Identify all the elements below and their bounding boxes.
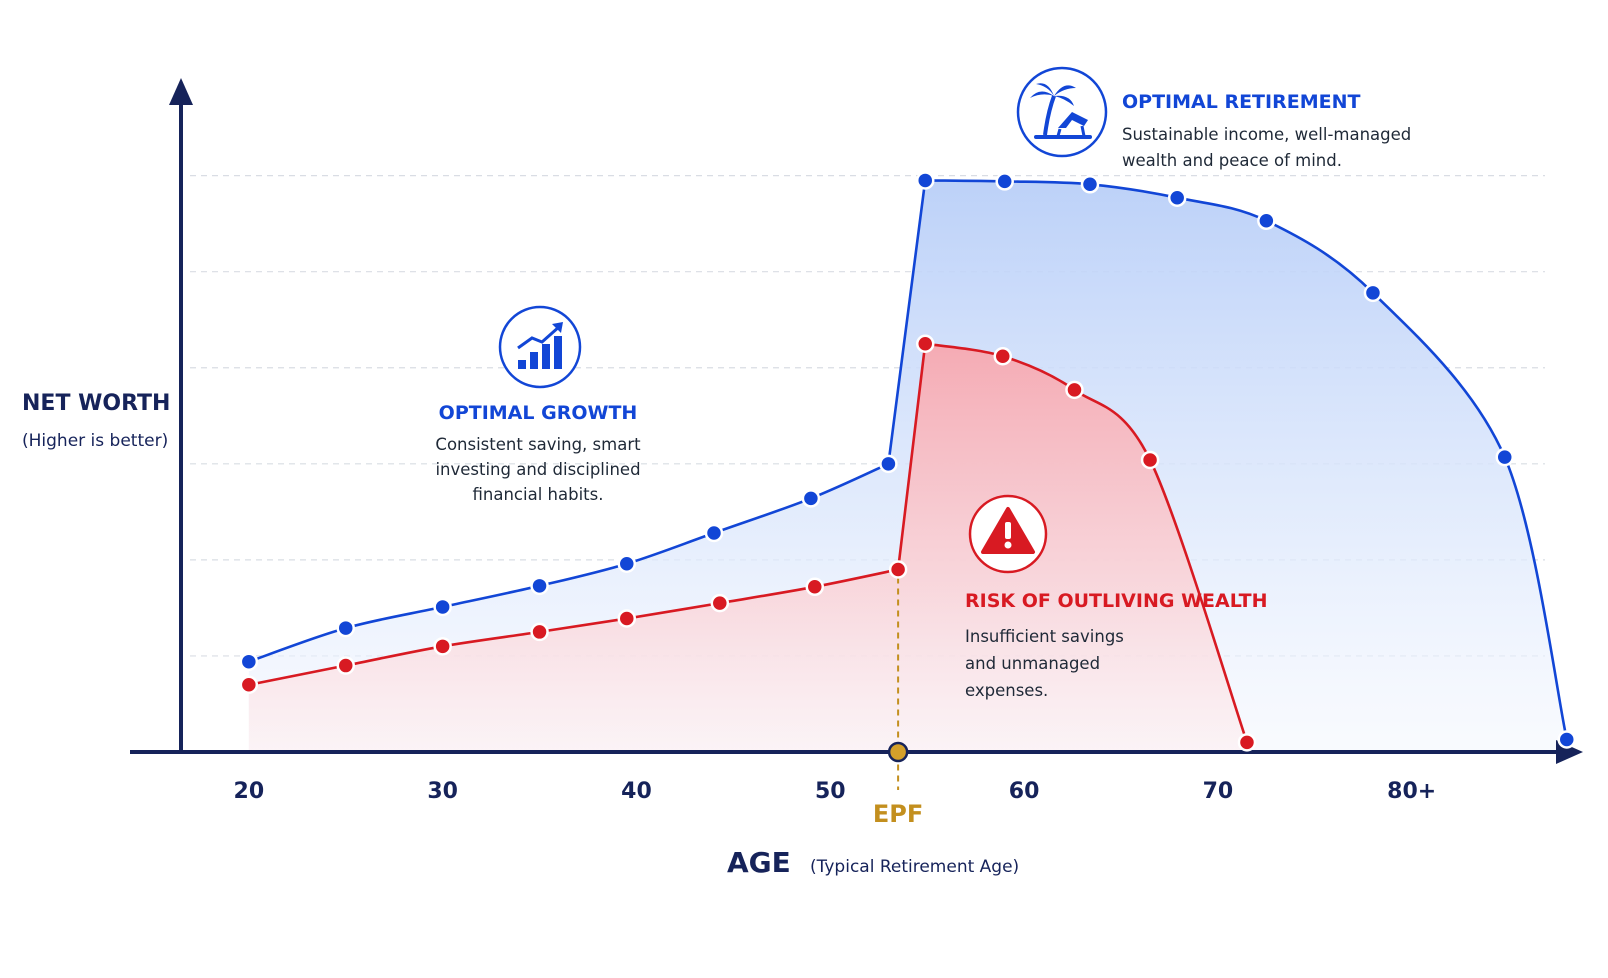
optimal-data-point [617,554,637,573]
annotation-line: wealth and peace of mind. [1122,151,1342,170]
risk-data-point [1140,450,1160,470]
series-points [239,171,1577,752]
growth-bar-chart-icon [498,305,582,389]
palm-tree-lounger-icon [1016,66,1108,158]
x-tick-label: 30 [427,779,458,804]
optimal-data-point [995,172,1014,191]
x-tick-label: 50 [815,779,846,804]
y-axis-title: NET WORTH [22,391,170,416]
annotation-line: Insufficient savings [965,627,1124,646]
risk-data-point [530,622,549,642]
annotation-line: expenses. [965,681,1048,700]
annotation-line: investing and disciplined [435,460,640,479]
annotation-title: OPTIMAL GROWTH [439,402,638,424]
risk-data-point [617,609,637,628]
x-axis-note: (Typical Retirement Age) [810,857,1019,877]
annotation-line: and unmanaged [965,654,1100,673]
annotation-title: RISK OF OUTLIVING WEALTH [965,590,1268,612]
optimal-data-point [1363,283,1383,303]
risk-data-point [915,334,935,353]
optimal-data-point [530,576,549,596]
risk-data-point [805,577,825,597]
y-axis-arrow [169,78,193,105]
optimal-data-point [1257,211,1276,231]
risk-data-point [336,656,355,675]
annotation-optimal-growth: OPTIMAL GROWTH Consistent saving, smart … [435,305,641,504]
risk-data-point [239,675,259,695]
risk-series-area [248,343,1248,750]
risk-data-point [433,637,452,656]
optimal-data-point [801,489,821,508]
optimal-data-point [1167,188,1187,207]
x-tick-label: 20 [234,779,265,804]
optimal-data-point [433,597,452,617]
x-tick-labels: 20 30 40 50 60 70 80+ [234,779,1437,804]
axes [130,78,1583,764]
x-tick-label: 80+ [1387,779,1436,804]
optimal-data-point [1080,175,1100,194]
optimal-data-point [915,171,935,190]
optimal-data-point [336,618,355,638]
risk-data-point [710,593,730,613]
x-tick-label: 70 [1203,779,1234,804]
x-tick-label: 60 [1009,779,1040,804]
optimal-data-point [239,652,259,671]
epf-label: EPF [873,800,923,828]
optimal-data-point [1495,447,1514,467]
annotation-title: OPTIMAL RETIREMENT [1122,91,1360,113]
optimal-series-area [248,180,1567,750]
x-axis-title: AGE [727,846,791,879]
annotation-line: Consistent saving, smart [435,435,641,454]
risk-data-point [1237,733,1257,752]
x-tick-label: 40 [621,779,652,804]
annotation-optimal-retirement: OPTIMAL RETIREMENT Sustainable income, w… [1016,66,1411,170]
optimal-data-point [879,454,898,474]
annotation-line: financial habits. [473,485,604,504]
optimal-data-point [1557,730,1577,749]
series-areas [248,180,1567,750]
risk-data-point [993,346,1013,366]
annotation-line: Sustainable income, well-managed [1122,125,1411,144]
y-axis-note: (Higher is better) [22,431,168,451]
epf-marker-dot [887,741,909,763]
warning-triangle-icon [968,494,1048,574]
optimal-data-point [704,523,724,543]
annotation-risk-of-outliving-wealth: RISK OF OUTLIVING WEALTH Insufficient sa… [965,494,1268,700]
risk-data-point [1065,380,1084,400]
risk-data-point [888,560,908,579]
optimal-series-line [248,179,1569,740]
